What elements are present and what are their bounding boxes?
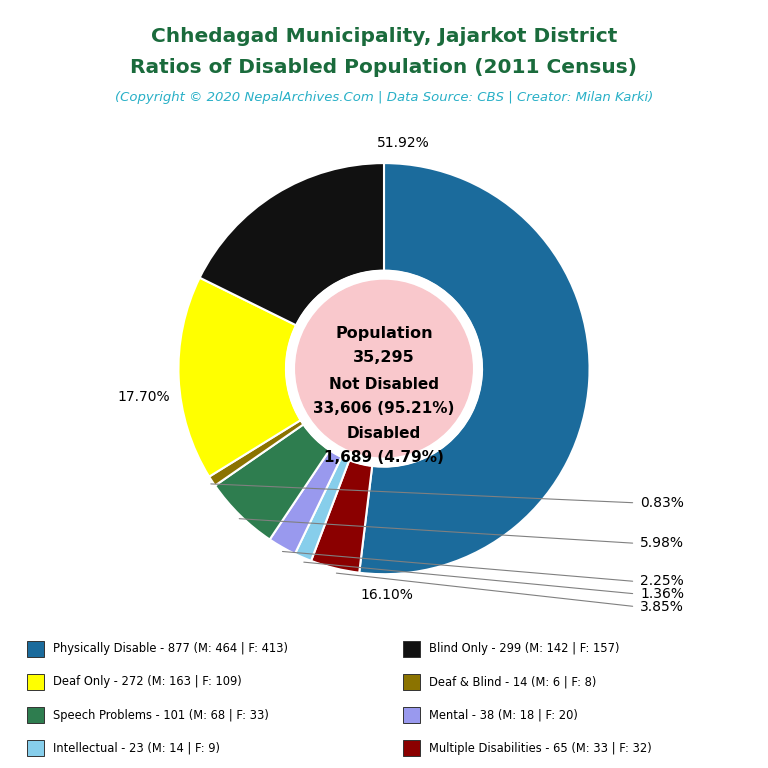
Text: 3.85%: 3.85%: [641, 600, 684, 614]
Text: 33,606 (95.21%): 33,606 (95.21%): [313, 401, 455, 415]
Text: 17.70%: 17.70%: [118, 390, 170, 404]
Text: Deaf Only - 272 (M: 163 | F: 109): Deaf Only - 272 (M: 163 | F: 109): [53, 676, 242, 688]
Text: 1.36%: 1.36%: [641, 587, 684, 601]
Circle shape: [286, 270, 482, 467]
Wedge shape: [359, 163, 590, 574]
Text: Chhedagad Municipality, Jajarkot District: Chhedagad Municipality, Jajarkot Distric…: [151, 27, 617, 46]
Text: 0.83%: 0.83%: [641, 496, 684, 510]
Text: 5.98%: 5.98%: [641, 536, 684, 551]
Text: Speech Problems - 101 (M: 68 | F: 33): Speech Problems - 101 (M: 68 | F: 33): [53, 709, 269, 721]
Text: Multiple Disabilities - 65 (M: 33 | F: 32): Multiple Disabilities - 65 (M: 33 | F: 3…: [429, 742, 652, 754]
Text: Intellectual - 23 (M: 14 | F: 9): Intellectual - 23 (M: 14 | F: 9): [53, 742, 220, 754]
Text: 51.92%: 51.92%: [376, 135, 429, 150]
Circle shape: [296, 280, 472, 457]
Wedge shape: [209, 420, 303, 485]
Text: Ratios of Disabled Population (2011 Census): Ratios of Disabled Population (2011 Cens…: [131, 58, 637, 77]
Text: 2.25%: 2.25%: [641, 574, 684, 588]
Text: Deaf & Blind - 14 (M: 6 | F: 8): Deaf & Blind - 14 (M: 6 | F: 8): [429, 676, 597, 688]
Text: (Copyright © 2020 NepalArchives.Com | Data Source: CBS | Creator: Milan Karki): (Copyright © 2020 NepalArchives.Com | Da…: [115, 91, 653, 104]
Wedge shape: [178, 278, 300, 477]
Text: Disabled: Disabled: [347, 426, 421, 441]
Text: 16.10%: 16.10%: [361, 588, 414, 602]
Text: Physically Disable - 877 (M: 464 | F: 413): Physically Disable - 877 (M: 464 | F: 41…: [53, 643, 288, 655]
Wedge shape: [311, 460, 372, 573]
Wedge shape: [295, 457, 349, 561]
Text: Not Disabled: Not Disabled: [329, 377, 439, 392]
Text: 1,689 (4.79%): 1,689 (4.79%): [324, 450, 444, 465]
Wedge shape: [270, 450, 342, 554]
Text: Population: Population: [335, 326, 433, 341]
Text: 35,295: 35,295: [353, 350, 415, 365]
Wedge shape: [215, 425, 329, 539]
Text: Mental - 38 (M: 18 | F: 20): Mental - 38 (M: 18 | F: 20): [429, 709, 578, 721]
Wedge shape: [200, 163, 384, 326]
Text: Blind Only - 299 (M: 142 | F: 157): Blind Only - 299 (M: 142 | F: 157): [429, 643, 620, 655]
